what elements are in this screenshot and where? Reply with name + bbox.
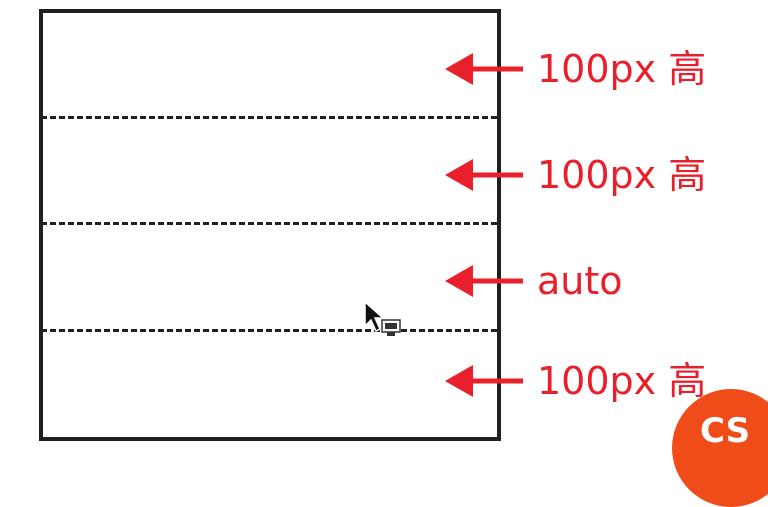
row-divider-3 (41, 329, 497, 332)
row-divider-2 (41, 222, 497, 225)
row-1-annotation: 100px 高 (445, 50, 706, 88)
container-box (39, 9, 501, 441)
left-arrow-icon (445, 365, 523, 397)
row-2-height-label: 100px 高 (537, 153, 707, 197)
row-2-annotation: 100px 高 (445, 156, 706, 194)
row-divider-1 (41, 116, 497, 119)
row-3-height-label: auto (537, 259, 623, 303)
row-4-height-label: 100px 高 (537, 359, 707, 403)
left-arrow-icon (445, 265, 523, 297)
row-4-annotation: 100px 高 (445, 362, 706, 400)
row-1-height-label: 100px 高 (537, 47, 707, 91)
left-arrow-icon (445, 53, 523, 85)
left-arrow-icon (445, 159, 523, 191)
logo-text: CS (700, 411, 751, 451)
logo-badge: CS (672, 389, 768, 507)
mouse-pointer-icon (364, 300, 401, 336)
row-3-annotation: auto (445, 262, 623, 300)
